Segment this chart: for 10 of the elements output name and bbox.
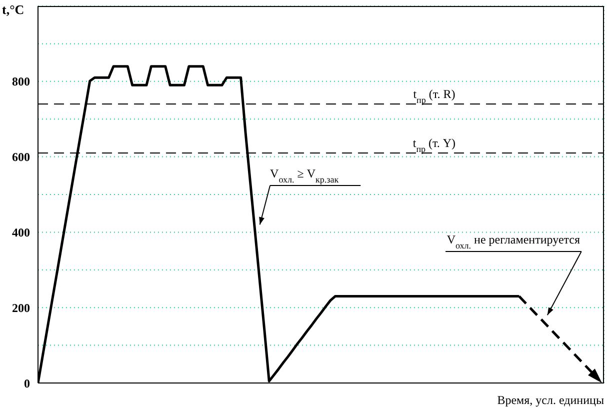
y-tick-label: 600 [12,150,30,164]
y-tick-label: 0 [24,376,30,390]
y-tick-label: 400 [12,225,30,240]
annotation: V$_{охл.}$ ≥ V$_{кр.зак}$ [270,166,340,185]
ref-line-label: t$_{пр}$ (т. Y) [412,136,456,154]
annotation: V$_{охл.}$ не регламентируется [446,232,580,251]
y-tick-label: 800 [12,74,30,89]
y-axis-title: t,°C [2,2,24,17]
y-tick-label: 200 [12,300,30,315]
x-axis-title: Время, усл. единицы [497,393,604,407]
